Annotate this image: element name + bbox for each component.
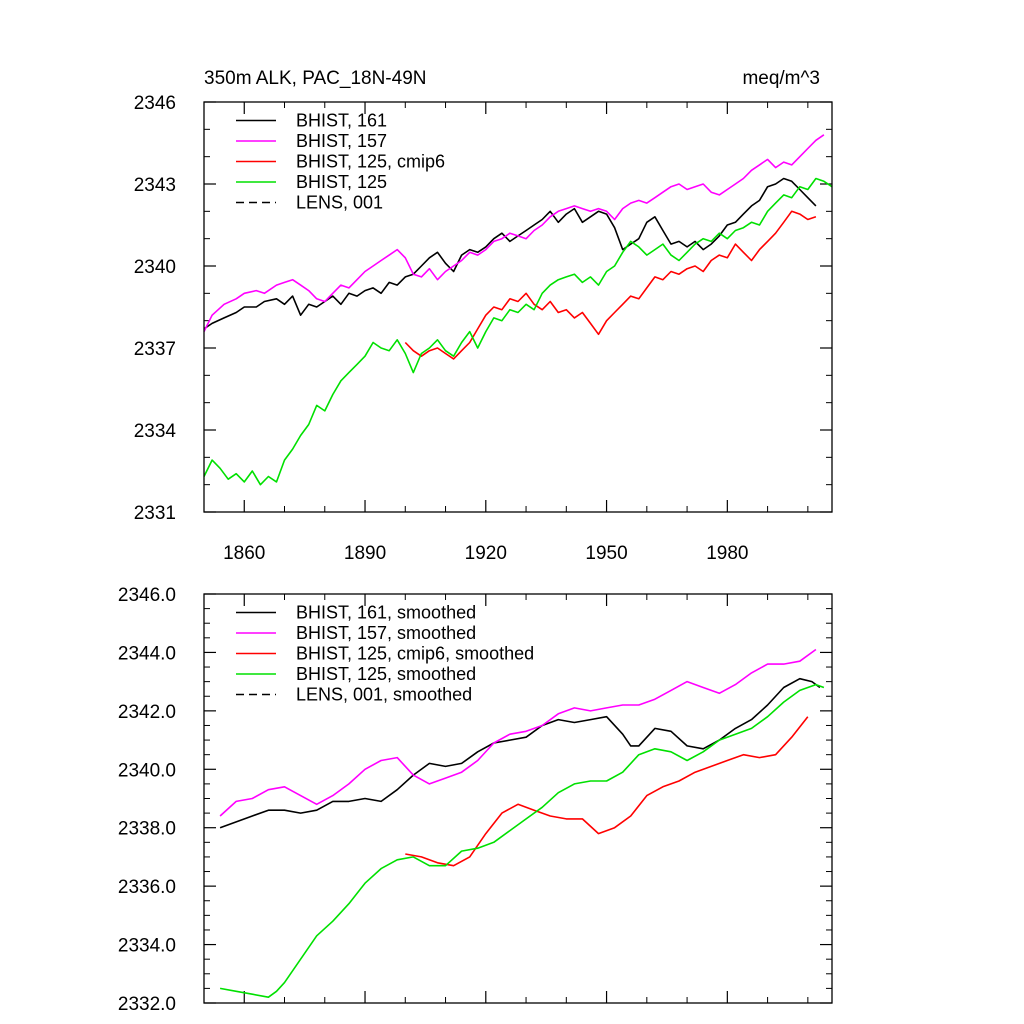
legend-label: BHIST, 125, cmip6	[296, 152, 445, 172]
chart-title: 350m ALK, PAC_18N-49N	[204, 68, 427, 89]
top-panel: 350m ALK, PAC_18N-49N meq/m^3 2331 2334 2337…	[134, 68, 833, 564]
legend-label: BHIST, 161, smoothed	[296, 603, 476, 623]
x-tick-label: 1950	[585, 543, 627, 564]
series-line-3	[219, 683, 825, 999]
y-tick-label: 2340.0	[118, 760, 176, 781]
x-tick-label: 1920	[465, 543, 507, 564]
legend-label: BHIST, 161	[296, 111, 387, 131]
legend-label: BHIST, 125	[296, 172, 387, 192]
x-tick-label: 1980	[706, 543, 748, 564]
series-line-2	[404, 210, 817, 360]
y-tick-label: 2340	[134, 257, 176, 278]
y-tick-label: 2346	[134, 93, 176, 114]
series-line-1	[203, 134, 825, 332]
units-label: meq/m^3	[742, 68, 820, 89]
legend-label: LENS, 001, smoothed	[296, 685, 472, 705]
y-tick-label: 2344.0	[118, 643, 176, 664]
series-line-2	[405, 716, 809, 867]
y-tick-label: 2337	[134, 339, 176, 360]
y-tick-label: 2332.0	[118, 994, 176, 1015]
legend-label: BHIST, 157, smoothed	[296, 623, 476, 643]
series-line-3	[203, 177, 833, 486]
series-line-0	[219, 677, 821, 829]
legend-label: LENS, 001	[296, 193, 383, 213]
x-tick-label: 1890	[344, 543, 386, 564]
bottom-panel: 2332.0 2334.0 2336.0 2338.0 2340.0 2342.0 2344…	[118, 585, 833, 1015]
y-tick-label: 2331	[134, 503, 176, 524]
plot-frame	[203, 593, 833, 1004]
legend-label: BHIST, 157	[296, 131, 387, 151]
legend-label: BHIST, 125, cmip6, smoothed	[296, 644, 534, 664]
series-line-1	[219, 648, 817, 817]
y-tick-label: 2342.0	[118, 702, 176, 723]
plot-frame	[203, 101, 833, 513]
y-tick-label: 2346.0	[118, 585, 176, 606]
y-tick-label: 2334	[134, 421, 177, 442]
y-tick-label: 2334.0	[118, 936, 176, 957]
y-tick-label: 2343	[134, 175, 176, 196]
y-tick-label: 2336.0	[118, 877, 176, 898]
y-tick-label: 2338.0	[118, 819, 176, 840]
x-tick-label: 1860	[223, 543, 265, 564]
legend-label: BHIST, 125, smoothed	[296, 664, 476, 684]
